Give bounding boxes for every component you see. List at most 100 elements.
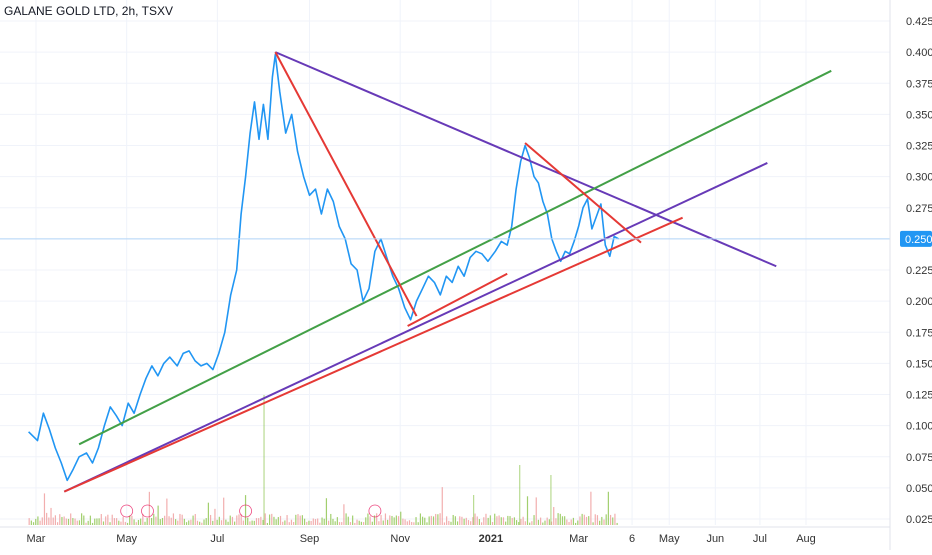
volume-bar	[299, 515, 301, 525]
volume-bar	[277, 517, 279, 525]
y-tick-label: 0.075	[906, 452, 932, 464]
volume-bar	[321, 517, 323, 525]
volume-bar	[297, 514, 299, 525]
volume-bar	[129, 515, 131, 525]
volume-bar	[485, 513, 487, 525]
volume-bar	[413, 522, 415, 525]
volume-bar	[389, 515, 391, 525]
volume-bar	[242, 520, 244, 525]
volume-bar	[133, 519, 135, 525]
volume-bar	[566, 519, 568, 525]
volume-bar	[196, 520, 199, 525]
volume-bar	[59, 514, 61, 525]
volume-bar	[489, 515, 491, 525]
volume-bar	[393, 517, 395, 525]
y-axis-area	[890, 0, 932, 550]
volume-bar	[476, 516, 478, 525]
volume-bar	[115, 518, 118, 525]
volume-bar	[212, 520, 214, 525]
volume-bar	[332, 518, 334, 525]
volume-bar	[120, 521, 122, 525]
volume-bar	[605, 514, 607, 525]
trendline	[407, 272, 508, 327]
volume-bar	[574, 522, 577, 525]
volume-bar	[183, 518, 185, 525]
volume-bar	[360, 521, 362, 525]
trendline	[524, 142, 642, 244]
volume-bar	[118, 520, 120, 525]
volume-bar	[236, 515, 238, 525]
volume-bar	[341, 522, 343, 525]
volume-bar	[268, 514, 271, 525]
volume-bar	[310, 520, 312, 525]
volume-bar	[535, 497, 537, 525]
volume-bar	[56, 522, 59, 525]
trendline	[274, 51, 418, 317]
y-tick-label: 0.200	[906, 296, 932, 308]
volume-bar	[513, 517, 515, 525]
volume-bar	[229, 515, 231, 525]
volume-bar	[142, 513, 144, 525]
volume-bar	[214, 508, 216, 525]
volume-bar	[194, 513, 196, 525]
volume-bar	[54, 515, 56, 525]
volume-bar	[354, 522, 356, 525]
volume-bar	[105, 516, 107, 525]
y-tick-label: 0.400	[906, 47, 932, 59]
volume-bar	[424, 517, 426, 525]
x-tick-label: Aug	[796, 533, 816, 545]
volume-bar	[526, 496, 529, 525]
volume-bar	[358, 520, 360, 525]
volume-bar	[78, 520, 81, 525]
x-tick-label: Sep	[300, 533, 320, 545]
volume-bar	[531, 521, 533, 525]
volume-bar	[124, 521, 126, 525]
volume-bar	[592, 522, 594, 525]
volume-bar	[319, 522, 321, 525]
volume-bar	[550, 475, 552, 525]
volume-bar	[249, 521, 251, 525]
volume-bar	[439, 513, 441, 525]
volume-bar	[35, 518, 37, 525]
volume-bar	[533, 515, 535, 525]
volume-bar	[609, 514, 612, 525]
volume-bar	[74, 518, 76, 525]
y-tick-label: 0.275	[906, 203, 932, 215]
volume-bar	[564, 516, 566, 525]
volume-bar	[282, 521, 284, 525]
volume-bar	[251, 520, 253, 525]
volume-bar	[395, 515, 397, 525]
volume-bar	[65, 518, 67, 525]
volume-bar	[511, 517, 513, 525]
volume-bar	[192, 515, 194, 525]
volume-bar	[505, 521, 507, 525]
volume-bar	[585, 516, 588, 525]
volume-bar	[443, 522, 446, 525]
volume-bar	[518, 522, 520, 525]
volume-bar	[220, 520, 223, 525]
volume-bar	[603, 519, 605, 525]
volume-histogram	[28, 395, 618, 525]
volume-bar	[487, 517, 489, 525]
y-tick-label: 0.050	[906, 483, 932, 495]
volume-bar	[590, 491, 592, 525]
volume-bar	[286, 515, 288, 525]
x-tick-label: Mar	[569, 533, 588, 545]
volume-bar	[175, 519, 177, 525]
volume-bar	[91, 522, 94, 525]
volume-bar	[168, 516, 170, 525]
volume-bar	[612, 517, 614, 525]
volume-bar	[164, 515, 166, 525]
volume-bar	[419, 513, 422, 525]
volume-bar	[524, 521, 526, 525]
x-tick-label: 2021	[479, 533, 503, 545]
volume-bar	[308, 520, 310, 525]
volume-bar	[347, 516, 349, 525]
volume-bar	[553, 507, 555, 525]
volume-bar	[588, 516, 590, 525]
y-tick-label: 0.350	[906, 109, 932, 121]
volume-bar	[544, 520, 546, 525]
volume-bar	[614, 513, 616, 525]
